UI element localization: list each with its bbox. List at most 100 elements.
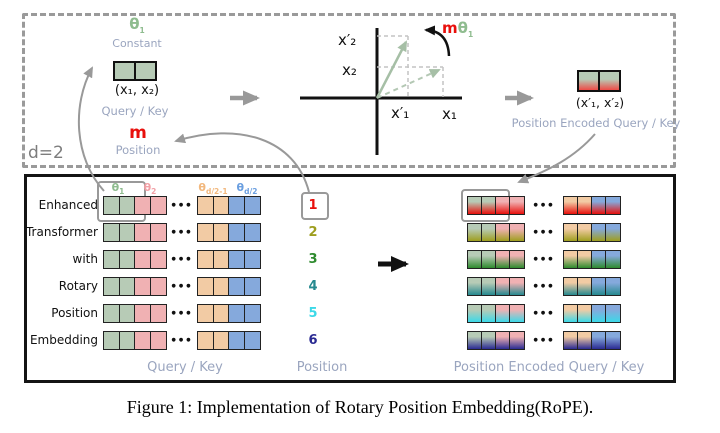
matrix-cell-x2 [134, 61, 157, 81]
rotation-theta: θ1 [457, 19, 474, 39]
dimension-label: d=2 [28, 143, 64, 163]
ellipsis-dots: ●●● [533, 283, 556, 289]
m-position-caption: Position [115, 143, 161, 157]
embedding-cell [197, 223, 215, 242]
rotation-angle-label: mθ1 [442, 19, 473, 39]
query-matrix-label: (x₁, x₂) [114, 83, 160, 98]
theta-header: θ1 [111, 181, 125, 197]
embedding-cell [212, 331, 230, 350]
ellipsis-dots: ●●● [533, 229, 556, 235]
query-key-matrix [113, 61, 157, 81]
embedding-cell [118, 250, 136, 269]
token-row-query-key: ●●● [103, 304, 261, 323]
token-label: Transformer [25, 225, 98, 239]
token-label: Position [51, 306, 98, 320]
embedding-cell [134, 223, 151, 242]
theta-header: θd/2 [236, 181, 258, 197]
ellipsis-dots: ●●● [171, 229, 194, 235]
embedding-cell [149, 277, 167, 296]
encoded-embedding-cell [509, 277, 525, 296]
embedding-cell [243, 196, 261, 215]
embedding-cell [134, 250, 151, 269]
token-label: Embedding [29, 333, 98, 347]
theta-header: θ2 [143, 181, 157, 197]
embedding-cell [118, 196, 136, 215]
rotation-m: m [442, 19, 458, 37]
position-number: 5 [308, 306, 318, 321]
token-row-query-key: ●●● [103, 196, 261, 215]
position-number: 6 [308, 333, 318, 348]
token-label: Enhanced [38, 198, 98, 212]
axis-label-x1-rotated: x′₁ [391, 104, 410, 122]
encoded-embedding-cell [605, 196, 621, 215]
embedding-cell [197, 304, 215, 323]
token-row-query-key: ●●● [103, 331, 261, 350]
embedding-cell [243, 223, 261, 242]
ellipsis-dots: ●●● [171, 310, 194, 316]
token-row-query-key: ●●● [103, 277, 261, 296]
embedding-cell [118, 277, 136, 296]
embedding-cell [134, 277, 151, 296]
ellipsis-dots: ●●● [171, 202, 194, 208]
ellipsis-dots: ●●● [533, 202, 556, 208]
embedding-cell [197, 277, 215, 296]
encoded-embedding-cell [509, 331, 525, 350]
encoded-matrix-label: (x′₁, x′₂) [575, 95, 625, 110]
figure-caption: Figure 1: Implementation of Rotary Posit… [126, 397, 594, 417]
token-row-encoded: ●●● [467, 223, 621, 242]
embedding-cell [103, 331, 120, 350]
embedding-cell [103, 304, 120, 323]
ellipsis-dots: ●●● [533, 310, 556, 316]
token-label: with [72, 252, 98, 266]
position-caption-bottom: Position [296, 360, 348, 375]
encoded-embedding-cell [605, 304, 621, 323]
embedding-cell [228, 277, 246, 296]
encoded-caption-bottom: Position Encoded Query / Key [453, 360, 645, 375]
embedding-cell [149, 250, 167, 269]
position-number: 4 [308, 279, 318, 294]
theta1-constant-label: θ1 [129, 15, 145, 35]
token-row-encoded: ●●● [467, 196, 621, 215]
position-number: 3 [308, 252, 318, 267]
embedding-cell [103, 223, 120, 242]
token-row-query-key: ●●● [103, 223, 261, 242]
token-row-encoded: ●●● [467, 304, 621, 323]
encoded-embedding-cell [509, 196, 525, 215]
position1-highlight-box [301, 192, 329, 220]
encoded-embedding-cell [605, 223, 621, 242]
embedding-cell [212, 250, 230, 269]
constant-caption: Constant [112, 37, 162, 50]
token-row-encoded: ●●● [467, 277, 621, 296]
axis-label-x1: x₁ [442, 105, 457, 123]
embedding-cell [197, 331, 215, 350]
embedding-cell [228, 331, 246, 350]
embedding-cell [197, 196, 215, 215]
embedding-cell [243, 304, 261, 323]
ellipsis-dots: ●●● [533, 337, 556, 343]
embedding-cell [149, 196, 167, 215]
ellipsis-dots: ●●● [171, 283, 194, 289]
embedding-cell [243, 250, 261, 269]
embedding-cell [134, 331, 151, 350]
top-panel-2d-rotation [22, 13, 676, 168]
embedding-cell [118, 331, 136, 350]
theta-header: θd/2-1 [198, 181, 228, 197]
token-label: Rotary [58, 279, 98, 293]
encoded-embedding-cell [605, 277, 621, 296]
embedding-cell [212, 304, 230, 323]
embedding-cell [243, 331, 261, 350]
encoded-embedding-cell [509, 304, 525, 323]
embedding-cell [228, 250, 246, 269]
query-key-caption-bottom: Query / Key [147, 360, 223, 375]
encoded-caption-top: Position Encoded Query / Key [511, 116, 681, 130]
embedding-cell [228, 223, 246, 242]
axis-label-x2: x₂ [342, 61, 357, 79]
embedding-cell [103, 250, 120, 269]
ellipsis-dots: ●●● [533, 256, 556, 262]
embedding-cell [134, 304, 151, 323]
embedding-cell [243, 277, 261, 296]
encoded-embedding-cell [509, 250, 525, 269]
ellipsis-dots: ●●● [171, 256, 194, 262]
embedding-cell [103, 277, 120, 296]
